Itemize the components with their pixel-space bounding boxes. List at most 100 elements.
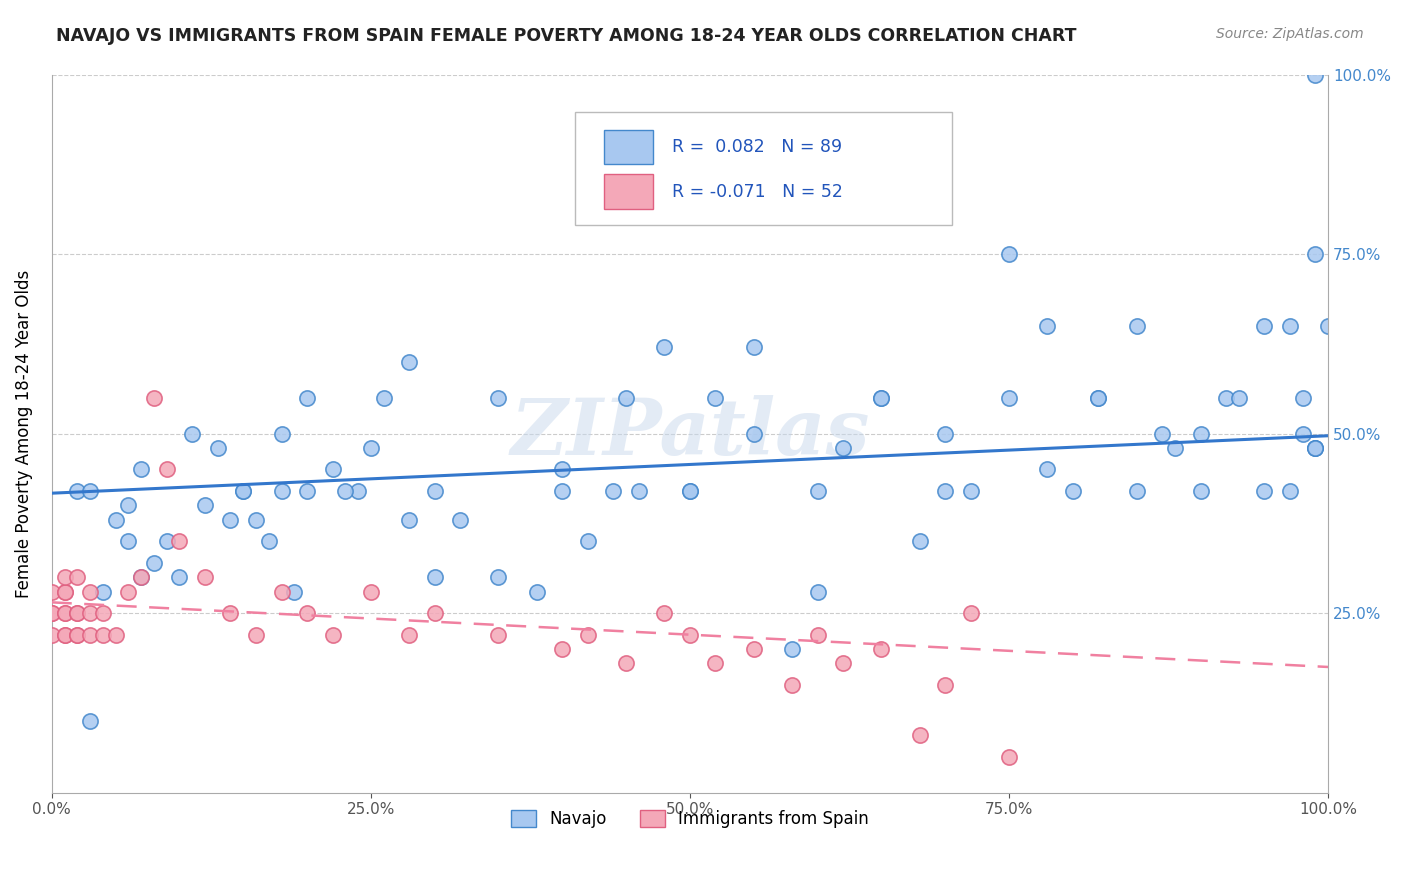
Point (66, 606, 89, 620)
Point (1125, 318, 1147, 333)
Point (91, 628, 114, 642)
Point (41, 584, 63, 599)
Point (1278, 483, 1301, 498)
Point (679, 483, 702, 498)
Point (614, 391, 637, 405)
Text: R = -0.071   N = 52: R = -0.071 N = 52 (672, 183, 844, 201)
Point (1227, 391, 1250, 405)
Point (347, 483, 370, 498)
Point (551, 642, 574, 657)
Point (1062, 483, 1084, 498)
Point (1305, 441, 1327, 455)
Point (1036, 462, 1059, 476)
Point (117, 499, 139, 513)
Point (398, 355, 420, 369)
Point (53, 628, 76, 642)
Point (322, 462, 344, 476)
Point (742, 426, 765, 441)
Point (959, 483, 981, 498)
Point (423, 606, 446, 620)
Point (526, 584, 548, 599)
Point (627, 483, 650, 498)
Point (53, 584, 76, 599)
Point (66, 628, 89, 642)
Point (832, 657, 855, 671)
Point (53, 584, 76, 599)
Point (934, 483, 956, 498)
Point (41, 606, 63, 620)
Point (576, 628, 599, 642)
Point (806, 584, 828, 599)
Point (908, 728, 931, 742)
Point (679, 628, 702, 642)
Point (1215, 391, 1237, 405)
Point (488, 628, 510, 642)
Point (654, 606, 676, 620)
Y-axis label: Female Poverty Among 18-24 Year Olds: Female Poverty Among 18-24 Year Olds (15, 269, 32, 598)
Point (1087, 391, 1109, 405)
Point (742, 340, 765, 354)
Point (335, 483, 357, 498)
Point (142, 391, 165, 405)
Point (79, 483, 101, 498)
Point (79, 584, 101, 599)
Point (832, 441, 855, 455)
Point (219, 513, 242, 527)
Point (91, 584, 114, 599)
Point (129, 462, 152, 476)
Point (156, 534, 179, 549)
Point (423, 483, 446, 498)
Point (232, 483, 254, 498)
Bar (605, 130, 652, 164)
Point (53, 606, 76, 620)
Point (602, 483, 624, 498)
Point (1253, 318, 1275, 333)
Point (79, 628, 101, 642)
Point (270, 483, 292, 498)
Point (66, 570, 89, 584)
Point (806, 628, 828, 642)
Point (91, 606, 114, 620)
Point (449, 513, 471, 527)
Point (360, 584, 382, 599)
Point (998, 749, 1021, 764)
Point (245, 513, 267, 527)
Point (270, 584, 292, 599)
Legend: Navajo, Immigrants from Spain: Navajo, Immigrants from Spain (505, 803, 876, 835)
Point (1305, 441, 1327, 455)
Point (295, 483, 318, 498)
Point (79, 606, 101, 620)
Point (142, 556, 165, 570)
Text: ZIPatlas: ZIPatlas (510, 395, 870, 472)
Point (780, 678, 803, 692)
Point (257, 534, 280, 549)
Point (1036, 318, 1059, 333)
Point (1305, 247, 1327, 261)
Point (908, 534, 931, 549)
Point (806, 483, 828, 498)
Point (66, 628, 89, 642)
Point (1317, 318, 1340, 333)
Point (1305, 441, 1327, 455)
Point (780, 642, 803, 657)
Point (129, 570, 152, 584)
Point (870, 642, 893, 657)
Point (117, 534, 139, 549)
Point (398, 513, 420, 527)
Point (870, 391, 893, 405)
Point (1305, 68, 1327, 82)
Point (283, 584, 305, 599)
Text: R =  0.082   N = 89: R = 0.082 N = 89 (672, 138, 842, 156)
Point (41, 628, 63, 642)
Bar (605, 174, 652, 209)
Point (679, 483, 702, 498)
Point (104, 513, 127, 527)
Text: Source: ZipAtlas.com: Source: ZipAtlas.com (1216, 27, 1364, 41)
Point (181, 426, 204, 441)
Point (576, 534, 599, 549)
Point (360, 441, 382, 455)
Point (66, 606, 89, 620)
Point (704, 657, 727, 671)
Point (998, 247, 1021, 261)
Point (194, 570, 217, 584)
